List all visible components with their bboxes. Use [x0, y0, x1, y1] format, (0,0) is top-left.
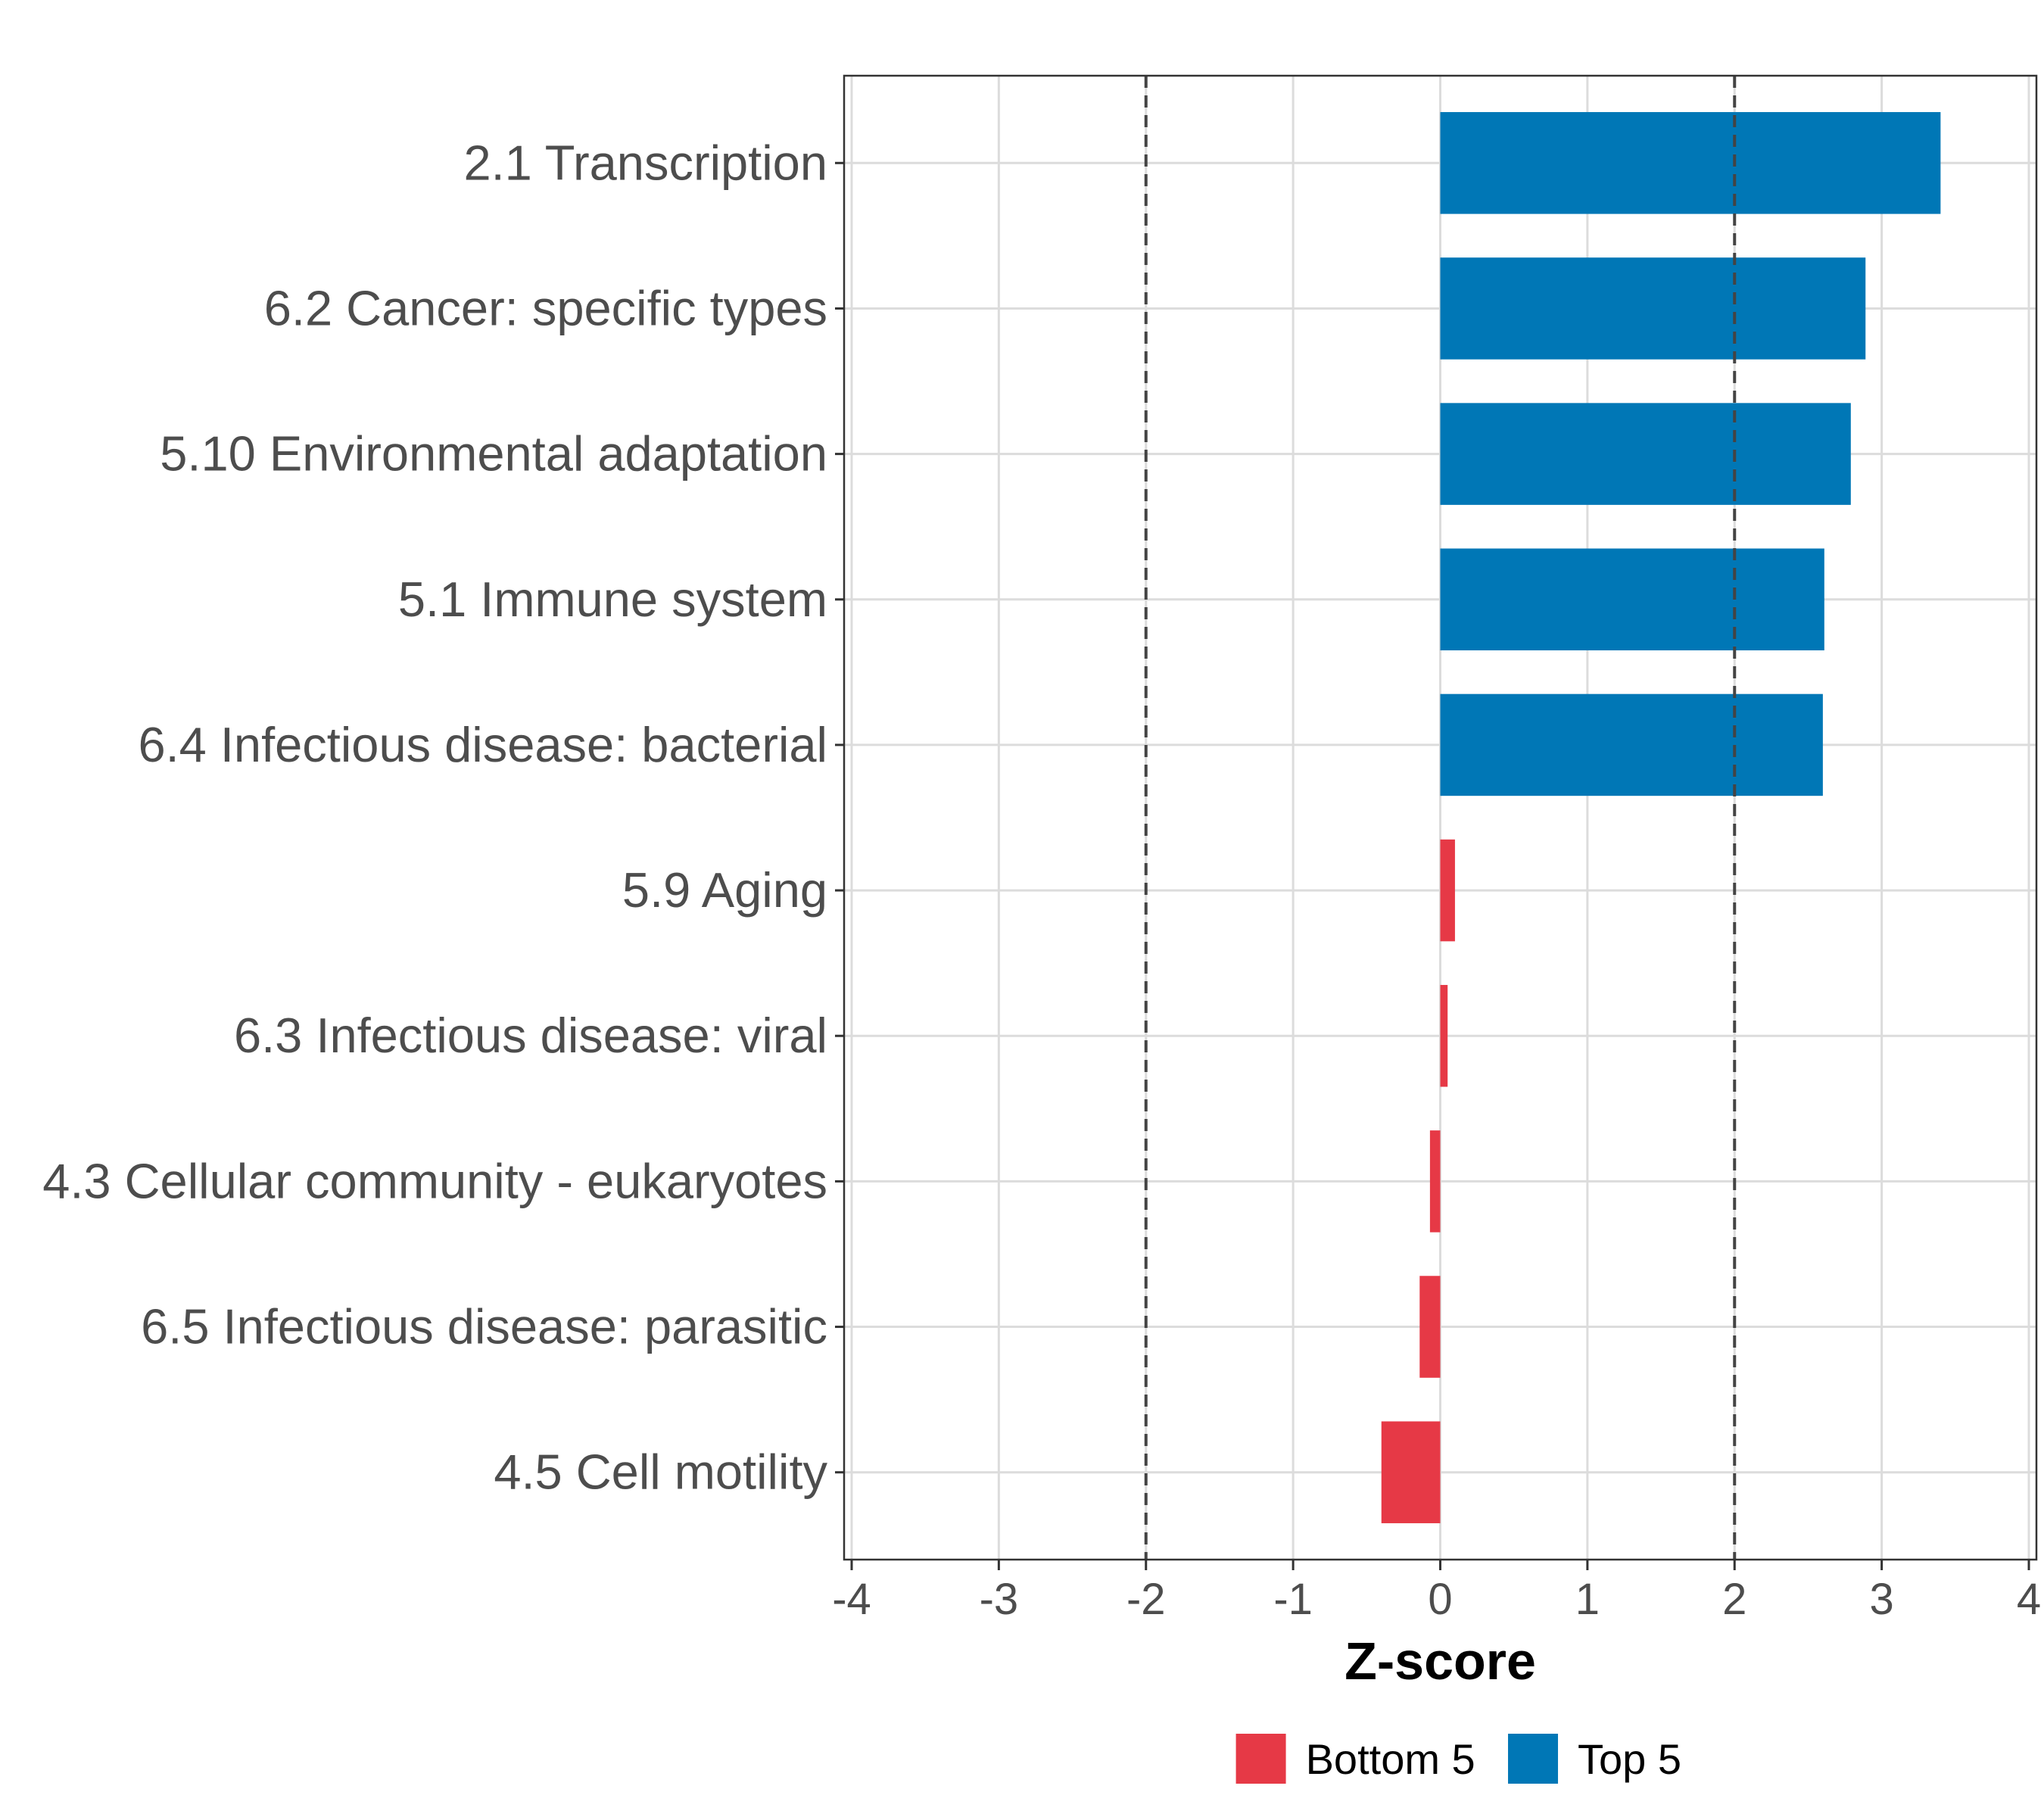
category-label: 5.10 Environmental adaptation	[160, 426, 827, 482]
bar	[1440, 548, 1824, 651]
x-tick-label: -1	[1273, 1575, 1313, 1624]
bar	[1440, 693, 1823, 796]
category-label: 4.5 Cell motility	[494, 1445, 827, 1500]
bar	[1429, 1130, 1441, 1233]
bars	[1381, 112, 1941, 1523]
bar	[1440, 257, 1866, 360]
category-label: 6.5 Infectious disease: parasitic	[141, 1299, 827, 1354]
legend: Bottom 5 Top 5	[1235, 1734, 1681, 1784]
legend-swatch	[1508, 1734, 1559, 1784]
bar	[1381, 1421, 1441, 1523]
x-tick-label: 0	[1428, 1575, 1452, 1624]
x-tick-label: 2	[1722, 1575, 1746, 1624]
x-tick-label: 3	[1869, 1575, 1893, 1624]
legend-label: Bottom 5	[1306, 1735, 1475, 1783]
bar	[1440, 839, 1455, 942]
category-label: 6.3 Infectious disease: viral	[234, 1008, 827, 1063]
bar	[1419, 1276, 1441, 1378]
category-label: 5.1 Immune system	[398, 572, 827, 627]
x-axis-title: Z-score	[1344, 1632, 1536, 1691]
bar	[1440, 403, 1851, 505]
legend-label: Top 5	[1578, 1735, 1681, 1783]
legend-swatch	[1235, 1734, 1286, 1784]
category-label: 2.1 Transcription	[463, 135, 827, 190]
category-label: 6.4 Infectious disease: bacterial	[138, 717, 827, 772]
reference-lines	[1144, 76, 1737, 1560]
x-tick-label: 1	[1575, 1575, 1600, 1624]
category-label: 5.9 Aging	[622, 862, 827, 918]
x-tick-label: -4	[832, 1575, 871, 1624]
bar	[1440, 112, 1941, 214]
x-tick-label: -3	[980, 1575, 1019, 1624]
category-label: 4.3 Cellular community - eukaryotes	[42, 1153, 827, 1208]
category-label: 6.2 Cancer: specific types	[264, 280, 827, 335]
x-tick-label: 4	[2017, 1575, 2041, 1624]
x-axis: -4 -3 -2 -1 0 1 2 3 4	[832, 1560, 2041, 1624]
bar	[1440, 984, 1448, 1087]
x-tick-label: -2	[1126, 1575, 1166, 1624]
y-axis: 2.1 Transcription 6.2 Cancer: specific ty…	[42, 135, 844, 1500]
